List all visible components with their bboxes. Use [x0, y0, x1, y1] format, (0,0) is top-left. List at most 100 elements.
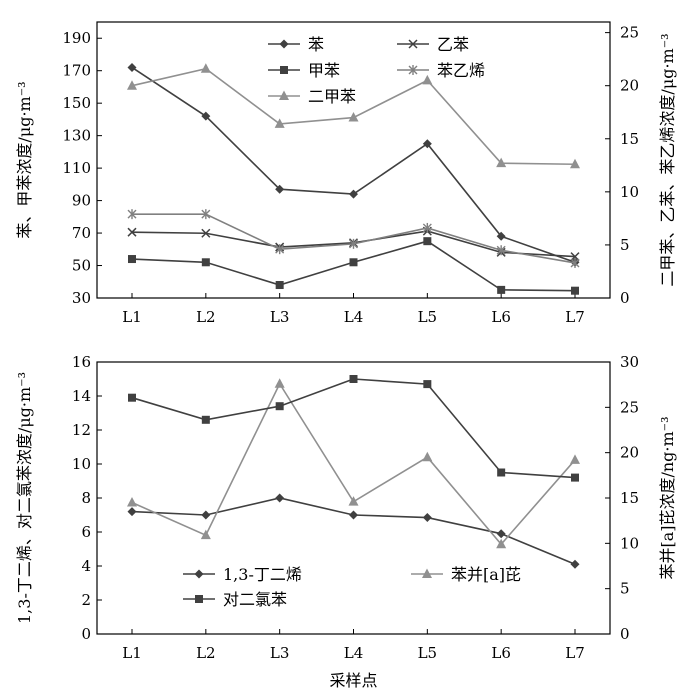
left-tick-label: 170	[62, 62, 91, 80]
right-tick-label: 15	[620, 130, 639, 148]
x-tick-label: L4	[344, 644, 364, 662]
legend-label: 甲苯	[308, 61, 340, 80]
data-point-0-5	[496, 529, 506, 539]
data-point-2-0	[127, 80, 137, 90]
data-point-4-6	[570, 257, 580, 268]
x-tick-label: L5	[418, 308, 438, 326]
right-tick-label: 15	[620, 489, 639, 507]
x-tick-label: L4	[344, 308, 364, 326]
left-tick-label: 50	[72, 257, 91, 275]
data-point-2-6	[571, 473, 579, 482]
x-tick-label: L5	[418, 644, 438, 662]
left-axis-label: 1,3-丁二烯、对二氯苯浓度/μg·m⁻³	[15, 372, 34, 624]
right-tick-label: 10	[620, 183, 639, 201]
data-point-3-1-stroke-b	[201, 228, 211, 238]
data-point-4-5	[496, 245, 506, 256]
left-axis-label: 苯、甲苯浓度/μg·m⁻³	[15, 81, 34, 238]
x-tick-label: L3	[270, 308, 290, 326]
data-point-0-4	[422, 139, 432, 149]
legend-marker	[195, 595, 203, 603]
right-tick-label: 20	[620, 444, 639, 462]
data-point-2-2	[275, 402, 284, 411]
data-point-1-4	[422, 451, 433, 462]
data-point-1-2	[275, 281, 284, 290]
data-point-0-1	[201, 111, 211, 121]
right-tick-label: 10	[620, 534, 639, 552]
top-chart-panel: 30 50 70 90 110 130 150 170 190 0 5 10 15 20 25 L1 L2 L3 L…	[15, 21, 677, 326]
x-axis-label: 采样点	[329, 671, 377, 690]
right-tick-label: 0	[620, 625, 630, 643]
left-tick-label: 30	[72, 289, 91, 307]
x-tick-label: L7	[565, 644, 585, 662]
data-point-0-0	[127, 62, 137, 72]
left-tick-label: 0	[81, 625, 91, 643]
right-tick-label: 5	[620, 580, 630, 598]
right-tick-label: 30	[620, 353, 639, 371]
data-point-2-5	[496, 157, 507, 168]
legend-marker	[194, 569, 204, 579]
left-tick-label: 14	[72, 387, 91, 405]
left-tick-label: 2	[81, 591, 91, 609]
right-axis-label: 二甲苯、乙苯、苯乙烯浓度/μg·m⁻³	[658, 33, 677, 286]
data-point-4-1	[201, 209, 211, 220]
right-axis-label: 苯并[a]芘浓度/ng·m⁻³	[658, 416, 677, 579]
data-point-0-6	[570, 559, 580, 569]
data-point-2-4	[422, 74, 433, 85]
bottom-chart-panel: 0 2 4 6 8 10 12 14 16 0 5 10 15 20 25 30 L1 L2 L3 L4 L5 L6 L7 1…	[15, 353, 677, 690]
x-tick-label: L6	[491, 308, 511, 326]
left-tick-label: 90	[72, 192, 91, 210]
right-tick-label: 5	[620, 236, 630, 254]
legend-marker	[422, 568, 432, 578]
x-tick-label: L2	[196, 308, 216, 326]
legend-marker	[279, 90, 289, 100]
data-point-2-6	[570, 158, 580, 169]
data-point-1-0	[128, 255, 136, 264]
data-point-2-3	[349, 375, 358, 383]
x-tick-label: L2	[196, 644, 216, 662]
right-tick-label: 25	[620, 398, 639, 416]
x-tick-label: L6	[491, 644, 511, 662]
legend-label: 二甲苯	[308, 87, 356, 106]
data-point-1-1	[200, 529, 211, 540]
data-point-0-3	[349, 189, 358, 199]
left-tick-label: 16	[72, 353, 91, 371]
left-tick-label: 110	[62, 159, 91, 177]
data-point-3-0-stroke-b	[127, 227, 137, 237]
legend-marker	[280, 66, 288, 74]
data-point-1-1	[201, 258, 210, 267]
data-point-1-6	[570, 454, 580, 464]
left-tick-label: 70	[72, 224, 91, 242]
left-tick-label: 6	[81, 523, 91, 541]
data-point-2-0	[128, 393, 136, 402]
x-tick-label: L3	[270, 644, 290, 662]
plot-frame	[96, 21, 611, 299]
x-tick-label: L1	[122, 308, 142, 326]
data-point-4-0	[127, 209, 137, 220]
data-point-4-4	[422, 222, 432, 233]
data-point-3-6	[570, 252, 580, 262]
data-point-1-2	[274, 378, 285, 388]
legend-label: 对二氯苯	[223, 590, 287, 609]
left-tick-label: 12	[72, 421, 91, 439]
x-tick-label: L7	[565, 308, 585, 326]
x-tick-label: L1	[122, 644, 142, 662]
data-point-0-4	[422, 513, 432, 523]
data-point-0-0	[127, 507, 137, 517]
data-point-1-4	[423, 237, 432, 246]
data-point-0-5	[496, 231, 506, 241]
data-point-1-6	[571, 286, 579, 295]
data-point-2-2	[274, 118, 285, 128]
data-point-1-5	[496, 538, 507, 549]
data-point-0-2	[275, 493, 285, 503]
data-point-3-6-stroke-b	[570, 252, 580, 262]
data-point-1-5	[497, 285, 506, 294]
data-point-3-1	[201, 228, 211, 238]
left-tick-label: 8	[81, 489, 91, 507]
data-point-2-4	[423, 380, 432, 389]
data-point-2-5	[497, 468, 506, 477]
left-tick-label: 150	[62, 94, 91, 112]
legend-marker	[408, 39, 418, 49]
data-point-2-3	[348, 112, 359, 122]
legend-marker-stroke-b	[408, 39, 418, 49]
